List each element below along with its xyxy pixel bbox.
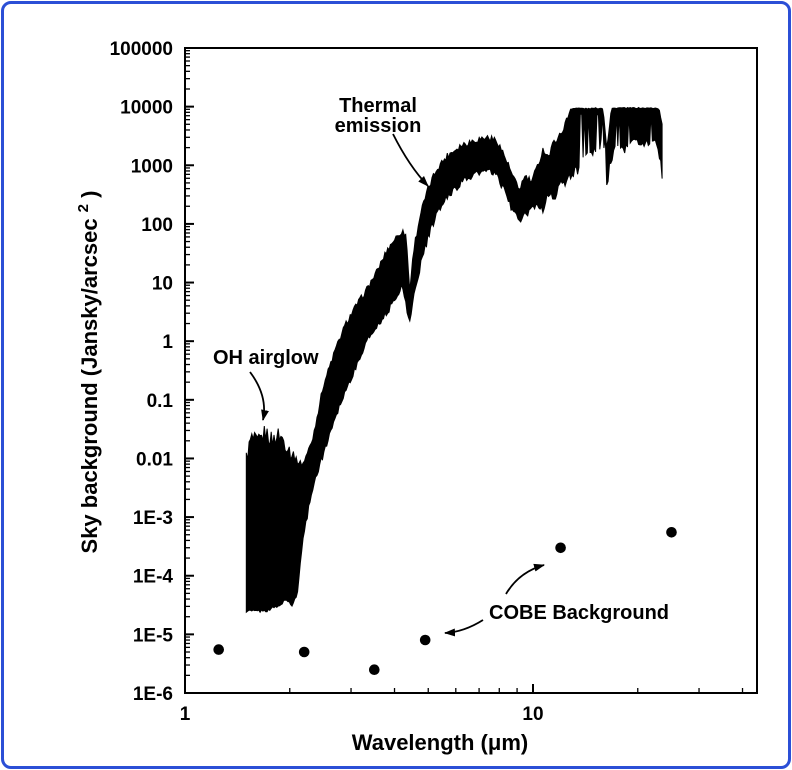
y-tick-label: 1000 bbox=[131, 156, 173, 177]
thermal-emission-label-line2: emission bbox=[335, 115, 422, 137]
y-tick-label: 10 bbox=[152, 274, 173, 295]
y-tick-label: 1E-3 bbox=[133, 508, 173, 529]
y-tick-label: 100000 bbox=[110, 39, 173, 60]
y-tick-label: 0.01 bbox=[136, 449, 173, 470]
x-axis-title: Wavelength (μm) bbox=[352, 730, 528, 755]
cobe-background-label: COBE Background bbox=[489, 602, 669, 624]
plot-border bbox=[184, 47, 758, 694]
cobe-point bbox=[213, 644, 224, 655]
y-tick-label: 10000 bbox=[120, 98, 173, 119]
y-tick-label: 1E-5 bbox=[133, 625, 174, 646]
y-axis-title: Sky background (Jansky/arcsec 2 ) bbox=[68, 191, 102, 554]
cobe-point bbox=[555, 542, 566, 554]
y-tick-label: 1 bbox=[162, 332, 173, 353]
x-tick-label: 10 bbox=[522, 704, 543, 725]
y-tick-label: 100 bbox=[141, 215, 173, 236]
sky-spectrum-band bbox=[245, 106, 663, 614]
oh-airglow-label: OH airglow bbox=[213, 347, 319, 369]
x-axis-ticks: 1 10 bbox=[180, 684, 744, 725]
y-tick-label: 0.1 bbox=[147, 391, 174, 412]
cobe-point bbox=[666, 527, 677, 538]
cobe-points bbox=[213, 527, 677, 675]
oh-airglow-arrow bbox=[249, 371, 269, 421]
thermal-emission-label-line1: Thermal bbox=[339, 95, 417, 117]
cobe-arrow-up bbox=[505, 563, 545, 595]
y-axis-ticks: 100000 10000 1000 100 10 1 0.1 0.01 1E-3 1E-4 1E-5… bbox=[110, 39, 194, 705]
cobe-arrow-left bbox=[444, 619, 484, 637]
y-axis-title-end: ) bbox=[77, 191, 102, 198]
y-tick-label: 1E-4 bbox=[133, 567, 174, 588]
cobe-point bbox=[369, 664, 380, 675]
y-axis-title-superscript: 2 bbox=[75, 204, 92, 212]
cobe-point bbox=[298, 646, 310, 658]
y-tick-label: 1E-6 bbox=[133, 684, 173, 705]
x-tick-label: 1 bbox=[180, 704, 191, 725]
thermal-emission-arrow bbox=[392, 133, 429, 187]
y-axis-title-main: Sky background (Jansky/arcsec bbox=[77, 218, 102, 553]
cobe-point bbox=[419, 634, 431, 646]
